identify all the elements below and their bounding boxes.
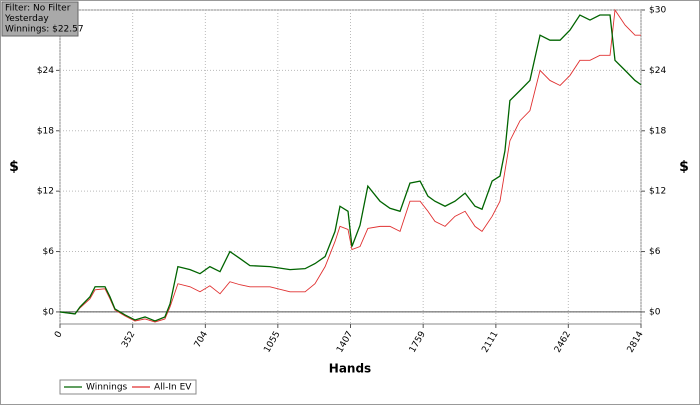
x-tick-label: 0 [53,330,65,340]
y-tick-label: $6 [43,247,55,257]
info-text: Filter: No Filter [5,4,71,14]
y2-tick-label: $18 [649,126,666,136]
y-axis-label: $ [9,159,19,175]
legend-label: Winnings [86,383,128,393]
y2-tick-label: $0 [649,307,661,317]
info-text: Yesterday [4,14,49,24]
y-tick-label: $24 [37,66,54,76]
y2-tick-label: $30 [649,6,666,16]
y-tick-label: $12 [37,187,54,197]
legend-box [59,379,197,395]
legend-label: All-In EV [154,383,192,393]
series-line [59,8,641,323]
y-tick-label: $18 [37,126,54,136]
y2-axis-label: $ [679,159,689,175]
info-box [1,1,79,37]
series-line [59,14,642,322]
y2-tick-label: $6 [649,247,661,257]
y-tick-label: $0 [43,307,55,317]
info-text: Winnings: $22.57 [5,25,84,35]
x-axis-label: Hands [329,362,371,376]
y2-tick-label: $24 [649,66,666,76]
y2-tick-label: $12 [649,187,666,197]
